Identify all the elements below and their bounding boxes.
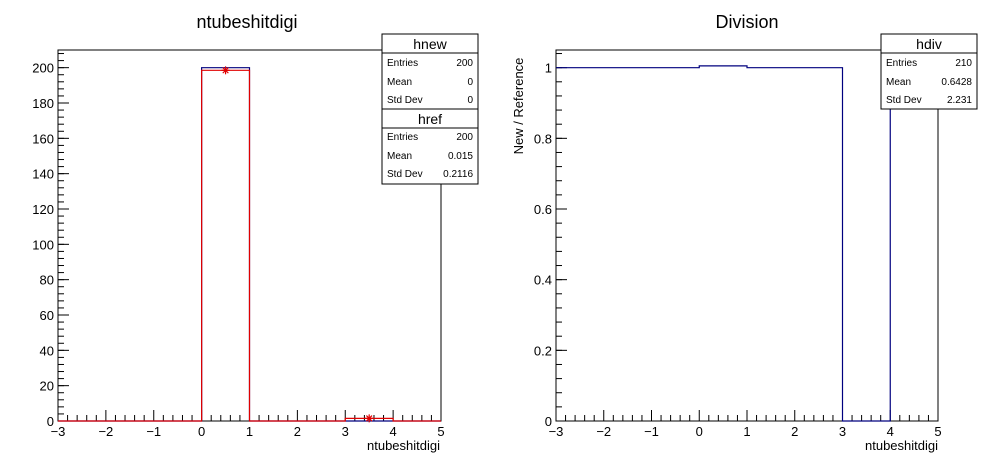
stats-label: Entries	[387, 58, 418, 69]
y-tick-label: 20	[40, 379, 54, 394]
stats-title-hnew: hnew	[413, 36, 447, 52]
y-tick-label: 1	[545, 61, 552, 76]
x-tick-label: 0	[696, 424, 703, 439]
stats-box-hnew: hnew Entries 200 Mean 0 Std Dev 0	[381, 33, 479, 110]
x-tick-label: 2	[294, 424, 301, 439]
y-tick-label: 0	[545, 414, 552, 429]
y-tick-label: 0	[47, 414, 54, 429]
y-tick-label: 120	[32, 202, 54, 217]
x-tick-label: 3	[839, 424, 846, 439]
series-href-line	[58, 69, 441, 422]
y-tick-label: 0.4	[534, 273, 552, 288]
series-hdiv-line	[556, 65, 938, 422]
x-tick-label: −1	[644, 424, 659, 439]
stats-label: Mean	[886, 77, 911, 88]
x-tick-label: 1	[743, 424, 750, 439]
y-tick-label: 0.6	[534, 202, 552, 217]
x-tick-label: 2	[791, 424, 798, 439]
stats-value: 2.231	[947, 95, 972, 106]
x-tick-label: 0	[198, 424, 205, 439]
x-tick-label: −3	[549, 424, 564, 439]
stats-value: 0.2116	[443, 169, 473, 180]
stats-label: Entries	[387, 132, 418, 143]
stats-label: Std Dev	[387, 169, 423, 180]
y-tick-label: 0.8	[534, 131, 552, 146]
y-tick-label: 0.2	[534, 343, 552, 358]
stats-value: 0.015	[448, 151, 473, 162]
right-title: Division	[715, 12, 778, 32]
stats-label: Std Dev	[886, 95, 922, 106]
stats-box-hdiv: hdiv Entries 210 Mean 0.6428 Std Dev 2.2…	[880, 33, 978, 110]
x-tick-label: −2	[596, 424, 611, 439]
marker-stroke	[222, 67, 229, 74]
left-axes: −3 −2 −1 0 1 2 3 4 5 0 20 40 60 80 100 120 140 160 180 200	[32, 53, 445, 439]
stats-value: 210	[955, 58, 972, 69]
y-tick-label: 200	[32, 61, 54, 76]
y-tick-label: 80	[40, 273, 54, 288]
x-tick-label: 5	[437, 424, 444, 439]
marker-stroke	[365, 415, 373, 422]
stats-box-href: href Entries 200 Mean 0.015 Std Dev 0.21…	[381, 108, 479, 185]
right-panel: Division −3 −2 −1 0 1 2 3 4 5 0 0.2 0.4 0.6 0.8 1 ntub…	[511, 12, 978, 453]
stats-value: 0	[467, 95, 473, 106]
stats-value: 0	[467, 77, 473, 88]
left-xlabel: ntubeshitdigi	[367, 438, 440, 453]
x-tick-label: 4	[887, 424, 894, 439]
stats-label: Mean	[387, 151, 412, 162]
x-tick-label: −1	[146, 424, 161, 439]
stats-label: Std Dev	[387, 95, 423, 106]
y-tick-label: 40	[40, 343, 54, 358]
stats-title-href: href	[418, 111, 442, 127]
y-tick-label: 100	[32, 237, 54, 252]
x-tick-label: 4	[390, 424, 397, 439]
right-series	[556, 65, 938, 422]
right-axes: −3 −2 −1 0 1 2 3 4 5 0 0.2 0.4 0.6 0.8 1	[534, 53, 942, 439]
stats-label: Entries	[886, 58, 917, 69]
stats-value: 0.6428	[941, 77, 972, 88]
series-href-marker	[221, 66, 230, 75]
stats-value: 200	[456, 132, 473, 143]
x-tick-label: 5	[934, 424, 941, 439]
y-tick-label: 180	[32, 96, 54, 111]
x-tick-label: −2	[98, 424, 113, 439]
stats-value: 200	[456, 58, 473, 69]
x-tick-label: −3	[51, 424, 66, 439]
y-tick-label: 160	[32, 131, 54, 146]
right-xlabel: ntubeshitdigi	[865, 438, 938, 453]
stats-label: Mean	[387, 77, 412, 88]
left-title: ntubeshitdigi	[196, 12, 297, 32]
stats-title-hdiv: hdiv	[916, 36, 942, 52]
right-ylabel: New / Reference	[511, 58, 526, 155]
y-tick-label: 60	[40, 308, 54, 323]
x-tick-label: 1	[246, 424, 253, 439]
series-href-marker	[365, 414, 374, 423]
y-tick-label: 140	[32, 167, 54, 182]
x-tick-label: 3	[342, 424, 349, 439]
left-panel: ntubeshitdigi −3 −2 −1 0 1 2 3 4 5 0 20 40 60 80 100 12…	[32, 12, 479, 453]
left-series	[58, 66, 441, 423]
